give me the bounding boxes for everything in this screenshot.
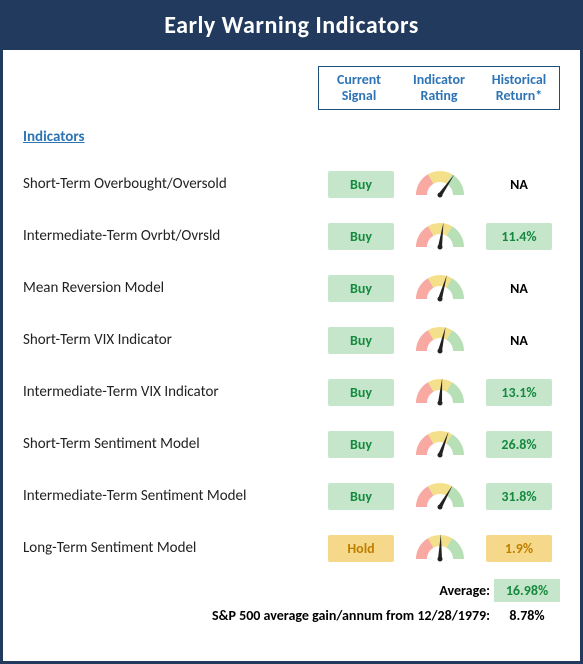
indicator-name: Short-Term VIX Indicator <box>23 331 320 349</box>
gauge-icon <box>412 169 468 199</box>
indicator-row: Short-Term Overbought/Oversold Buy NA <box>23 158 560 210</box>
indicator-row: Short-Term Sentiment Model Buy 26.8% <box>23 418 560 470</box>
signal-chip: Buy <box>328 223 394 250</box>
summary-average-row: Average: 16.98% <box>23 578 560 603</box>
summary-sp-label: S&P 500 average gain/annum from 12/28/19… <box>212 607 490 624</box>
gauge-icon <box>412 325 468 355</box>
header-rating: IndicatorRating <box>401 69 477 107</box>
indicator-name: Short-Term Overbought/Oversold <box>23 175 320 193</box>
header-cells-box: CurrentSignal IndicatorRating Historical… <box>318 66 560 110</box>
indicator-panel: Early Warning Indicators CurrentSignal I… <box>0 0 583 664</box>
indicator-name: Long-Term Sentiment Model <box>23 539 320 557</box>
gauge-cell <box>402 221 478 251</box>
signal-chip: Hold <box>328 535 394 562</box>
indicator-row: Long-Term Sentiment Model Hold 1.9% <box>23 522 560 574</box>
indicator-name: Intermediate-Term Ovrbt/Ovrsld <box>23 227 320 245</box>
panel-content: CurrentSignal IndicatorRating Historical… <box>3 50 580 638</box>
return-chip: NA <box>486 327 552 354</box>
return-chip: 26.8% <box>486 431 552 458</box>
section-label: Indicators <box>23 128 560 146</box>
gauge-icon <box>412 429 468 459</box>
indicator-name: Intermediate-Term Sentiment Model <box>23 487 320 505</box>
header-signal: CurrentSignal <box>321 69 397 107</box>
gauge-icon <box>412 481 468 511</box>
indicator-name: Intermediate-Term VIX Indicator <box>23 383 320 401</box>
indicator-row: Intermediate-Term VIX Indicator Buy 13.1… <box>23 366 560 418</box>
gauge-cell <box>402 429 478 459</box>
gauge-icon <box>412 273 468 303</box>
indicator-row: Intermediate-Term Sentiment Model Buy 31… <box>23 470 560 522</box>
return-cell: NA <box>478 171 560 198</box>
indicator-row: Short-Term VIX Indicator Buy NA <box>23 314 560 366</box>
gauge-cell <box>402 533 478 563</box>
gauge-cell <box>402 481 478 511</box>
return-cell: 1.9% <box>478 535 560 562</box>
signal-chip: Buy <box>328 327 394 354</box>
signal-cell: Buy <box>320 379 402 406</box>
signal-cell: Buy <box>320 431 402 458</box>
signal-chip: Buy <box>328 431 394 458</box>
return-cell: NA <box>478 327 560 354</box>
indicator-row: Intermediate-Term Ovrbt/Ovrsld Buy 11.4% <box>23 210 560 262</box>
summary-block: Average: 16.98% S&P 500 average gain/ann… <box>23 578 560 628</box>
gauge-icon <box>412 221 468 251</box>
signal-chip: Buy <box>328 483 394 510</box>
summary-average-label: Average: <box>439 582 490 599</box>
return-chip: 11.4% <box>486 223 552 250</box>
return-cell: 13.1% <box>478 379 560 406</box>
return-chip: 13.1% <box>486 379 552 406</box>
indicator-row: Mean Reversion Model Buy NA <box>23 262 560 314</box>
indicator-rows: Short-Term Overbought/Oversold Buy NA In… <box>23 158 560 574</box>
return-cell: 11.4% <box>478 223 560 250</box>
indicator-name: Short-Term Sentiment Model <box>23 435 320 453</box>
return-chip: 31.8% <box>486 483 552 510</box>
return-chip: 1.9% <box>486 535 552 562</box>
gauge-cell <box>402 169 478 199</box>
signal-chip: Buy <box>328 171 394 198</box>
gauge-icon <box>412 533 468 563</box>
gauge-icon <box>412 377 468 407</box>
gauge-cell <box>402 273 478 303</box>
return-chip: NA <box>486 171 552 198</box>
signal-cell: Buy <box>320 171 402 198</box>
summary-sp-value: 8.78% <box>494 604 560 627</box>
return-cell: 26.8% <box>478 431 560 458</box>
return-cell: 31.8% <box>478 483 560 510</box>
signal-cell: Buy <box>320 327 402 354</box>
column-headers: CurrentSignal IndicatorRating Historical… <box>23 66 560 110</box>
signal-chip: Buy <box>328 379 394 406</box>
signal-cell: Buy <box>320 483 402 510</box>
signal-cell: Buy <box>320 275 402 302</box>
indicator-name: Mean Reversion Model <box>23 279 320 297</box>
return-chip: NA <box>486 275 552 302</box>
header-return: HistoricalReturn* <box>481 69 557 107</box>
panel-title: Early Warning Indicators <box>3 3 580 50</box>
signal-cell: Hold <box>320 535 402 562</box>
gauge-cell <box>402 325 478 355</box>
summary-average-value: 16.98% <box>494 579 560 602</box>
gauge-cell <box>402 377 478 407</box>
summary-sp-row: S&P 500 average gain/annum from 12/28/19… <box>23 603 560 628</box>
signal-chip: Buy <box>328 275 394 302</box>
signal-cell: Buy <box>320 223 402 250</box>
return-cell: NA <box>478 275 560 302</box>
